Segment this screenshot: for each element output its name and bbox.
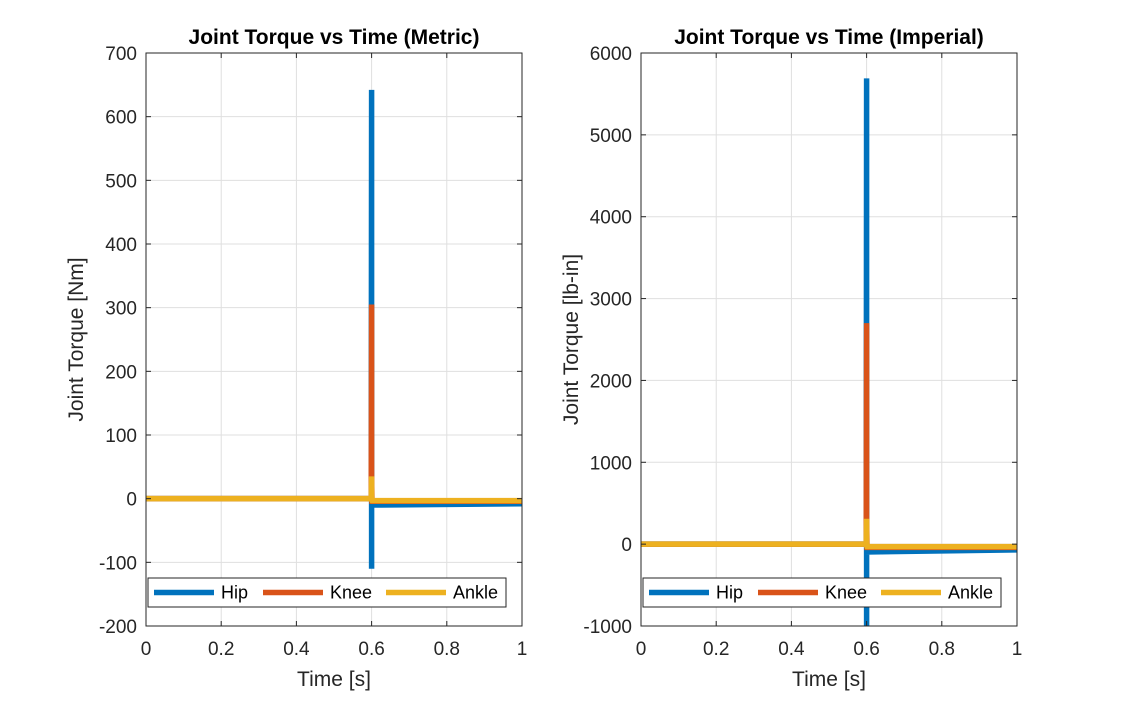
plot-area	[146, 53, 522, 626]
legend-label-ankle: Ankle	[453, 583, 498, 603]
axes-box	[145, 52, 523, 627]
x-tick-label: 0.8	[929, 639, 955, 660]
y-tick-label: 4000	[590, 208, 632, 229]
chart-title: Joint Torque vs Time (Imperial)	[674, 26, 984, 49]
y-tick-label: 1000	[590, 453, 632, 474]
y-tick-label: 6000	[590, 44, 632, 65]
y-tick-label: 500	[105, 171, 137, 192]
y-axis-label: Joint Torque [Nm]	[65, 257, 88, 421]
y-tick-label: 5000	[590, 126, 632, 147]
y-axis-label: Joint Torque [lb-in]	[560, 254, 583, 425]
plot-area	[641, 53, 1017, 626]
series-line-ankle	[641, 518, 1017, 550]
y-tick-label: 700	[105, 44, 137, 65]
axes-box	[640, 52, 1018, 627]
y-tick-label: 0	[621, 535, 632, 556]
x-tick-label: 1	[517, 639, 528, 660]
x-tick-label: 0	[636, 639, 647, 660]
y-tick-label: 600	[105, 108, 137, 129]
y-tick-label: 0	[126, 490, 137, 511]
y-tick-label: 3000	[590, 290, 632, 311]
x-axis-label: Time [s]	[792, 668, 866, 691]
chart-title: Joint Torque vs Time (Metric)	[189, 26, 480, 49]
x-tick-label: 0.4	[283, 639, 310, 660]
legend-label-knee: Knee	[825, 583, 867, 603]
series-line-ankle	[146, 476, 522, 504]
series-group	[146, 89, 522, 569]
y-tick-label: 200	[105, 362, 137, 383]
y-tick-label: 100	[105, 426, 137, 447]
x-tick-label: 0.2	[208, 639, 234, 660]
legend-label-hip: Hip	[221, 583, 248, 603]
legend: Hip Knee Ankle	[147, 577, 507, 608]
y-tick-label: -1000	[583, 617, 632, 638]
legend-label-hip: Hip	[716, 583, 743, 603]
y-tick-label: 2000	[590, 371, 632, 392]
legend-label-knee: Knee	[330, 583, 372, 603]
x-tick-label: 0.6	[853, 639, 879, 660]
chart-panel-1: 0 0.2 0.4 0.6 0.8 1 -200 -100 0 100 200 300 400 500 60…	[65, 26, 527, 691]
x-tick-label: 1	[1012, 639, 1023, 660]
y-tick-label: 300	[105, 299, 137, 320]
x-tick-label: 0	[141, 639, 152, 660]
legend: Hip Knee Ankle	[642, 577, 1002, 608]
x-axis-label: Time [s]	[297, 668, 371, 691]
legend-label-ankle: Ankle	[948, 583, 993, 603]
series-group	[641, 78, 1017, 626]
x-tick-label: 0.2	[703, 639, 729, 660]
y-tick-label: 400	[105, 235, 137, 256]
x-tick-label: 0.4	[778, 639, 805, 660]
y-tick-label: -100	[99, 553, 137, 574]
x-tick-label: 0.8	[434, 639, 460, 660]
x-tick-label: 0.6	[358, 639, 384, 660]
y-tick-label: -200	[99, 617, 137, 638]
chart-panel-2: 0 0.2 0.4 0.6 0.8 1-1000010002000300040005000…	[560, 26, 1022, 691]
